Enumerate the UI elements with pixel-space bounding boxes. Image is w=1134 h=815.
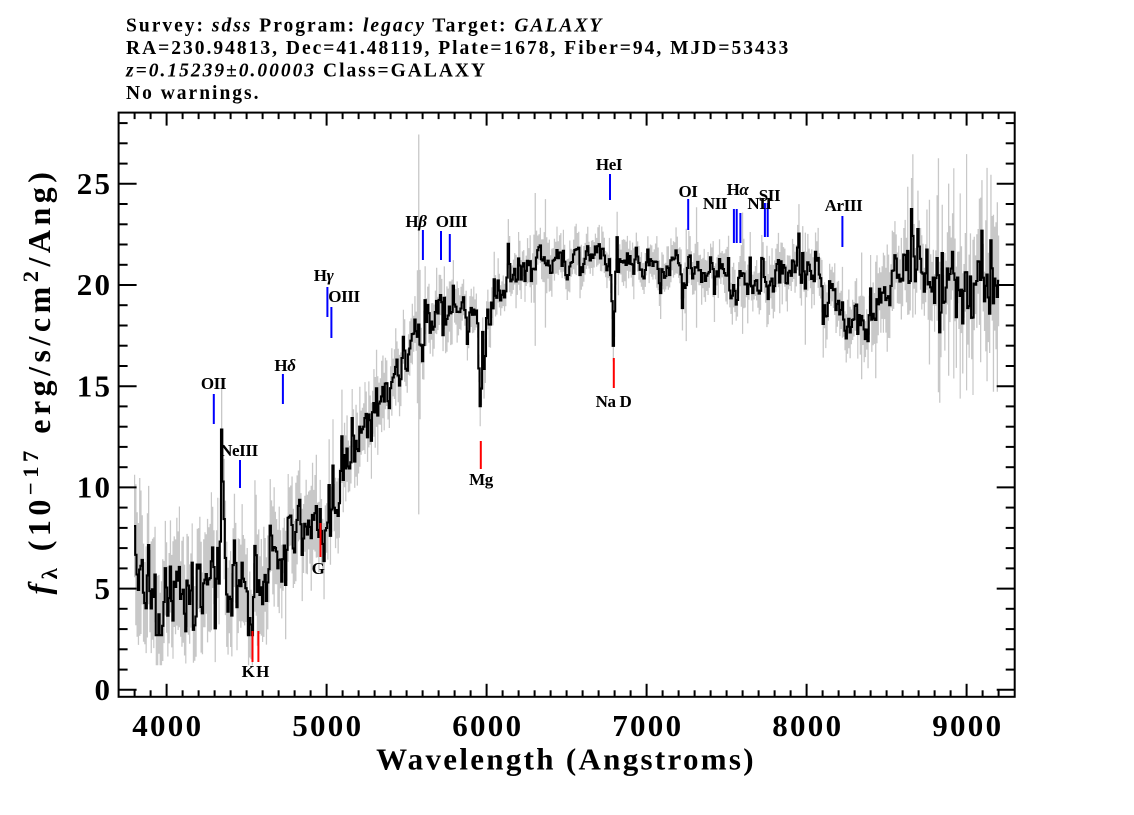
svg-text:OIII: OIII bbox=[328, 287, 360, 306]
svg-text:G: G bbox=[312, 559, 325, 578]
svg-text:z=0.15239±0.00003 Class=GALAXY: z=0.15239±0.00003 Class=GALAXY bbox=[125, 61, 487, 82]
svg-text:No warnings.: No warnings. bbox=[126, 83, 261, 104]
svg-text:0: 0 bbox=[94, 672, 112, 707]
svg-text:Survey: sdss Program: legacy T: Survey: sdss Program: legacy Target: GAL… bbox=[126, 16, 603, 37]
svg-text:25: 25 bbox=[77, 166, 113, 201]
svg-text:5000: 5000 bbox=[292, 708, 363, 743]
svg-text:5: 5 bbox=[94, 571, 112, 606]
svg-text:Hα: Hα bbox=[727, 180, 750, 199]
svg-text:Wavelength (Angstroms): Wavelength (Angstroms) bbox=[376, 741, 756, 776]
svg-text:H: H bbox=[256, 662, 269, 681]
svg-text:7000: 7000 bbox=[612, 708, 683, 743]
svg-text:HeI: HeI bbox=[596, 155, 623, 174]
svg-text:RA=230.94813, Dec=41.48119, Pl: RA=230.94813, Dec=41.48119, Plate=1678, … bbox=[126, 38, 790, 59]
svg-text:NII: NII bbox=[703, 194, 728, 213]
svg-text:20: 20 bbox=[77, 267, 113, 302]
svg-text:Hβ: Hβ bbox=[405, 212, 427, 231]
svg-text:K: K bbox=[242, 662, 256, 681]
svg-text:NeIII: NeIII bbox=[220, 441, 258, 460]
svg-text:15: 15 bbox=[77, 368, 113, 403]
svg-text:Hγ: Hγ bbox=[314, 266, 335, 285]
svg-text:Na D: Na D bbox=[596, 392, 632, 411]
svg-text:4000: 4000 bbox=[132, 708, 203, 743]
svg-text:10: 10 bbox=[77, 470, 113, 505]
svg-text:Hδ: Hδ bbox=[274, 356, 296, 375]
svg-text:NII: NII bbox=[747, 194, 772, 213]
svg-text:6000: 6000 bbox=[452, 708, 523, 743]
svg-text:ArIII: ArIII bbox=[825, 196, 863, 215]
svg-text:OIII: OIII bbox=[436, 212, 468, 231]
svg-text:fλ (10−17 erg/s/cm2/Ang): fλ (10−17 erg/s/cm2/Ang) bbox=[18, 168, 62, 595]
svg-text:Mg: Mg bbox=[469, 470, 494, 489]
svg-text:OI: OI bbox=[678, 182, 698, 201]
svg-text:OII: OII bbox=[201, 374, 227, 393]
svg-text:SII: SII bbox=[759, 186, 781, 205]
svg-text:8000: 8000 bbox=[772, 708, 843, 743]
svg-text:9000: 9000 bbox=[932, 708, 1003, 743]
